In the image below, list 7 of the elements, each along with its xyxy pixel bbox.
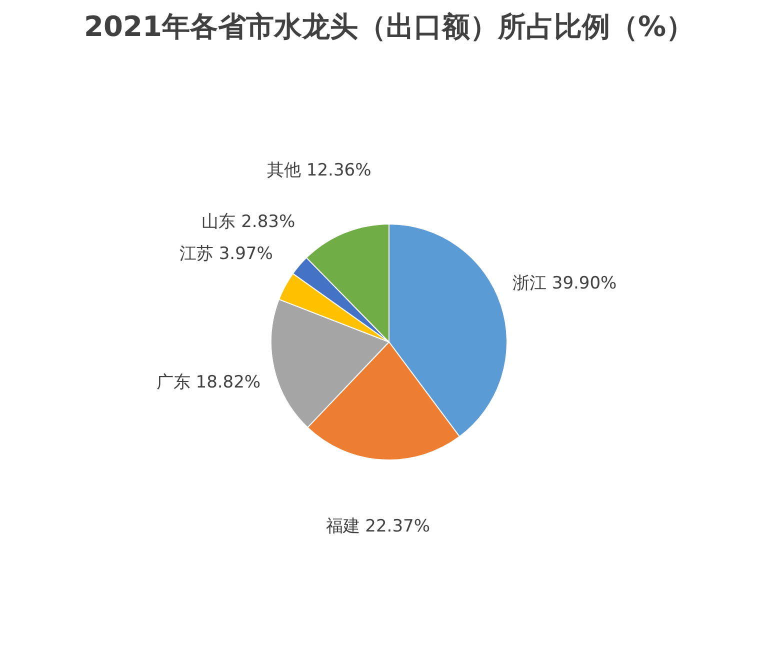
slice-label: 其他 12.36%	[267, 160, 372, 181]
slice-label: 广东 18.82%	[156, 372, 261, 392]
slice-label: 山东 2.83%	[202, 212, 296, 232]
slice-label: 浙江 39.90%	[512, 274, 617, 294]
slice-label: 福建 22.37%	[326, 516, 430, 537]
slice-label: 江苏 3.97%	[179, 244, 273, 264]
chart-title: 2021年各省市水龙头（出口额）所占比例（%）	[84, 10, 694, 43]
